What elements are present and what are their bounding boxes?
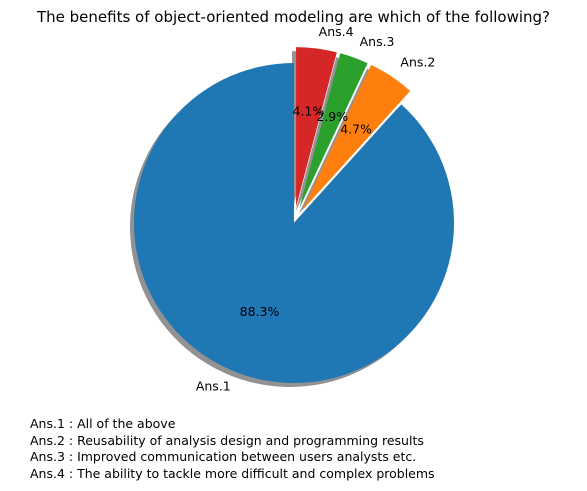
answer-note-2: Ans.2 : Reusability of analysis design a… [30, 432, 424, 448]
pie-slice-ans-4 [296, 47, 337, 208]
percent-label: 2.9% [316, 109, 348, 124]
answer-note-3: Ans.3 : Improved communication between u… [30, 449, 417, 464]
pie-slice-ans-1 [134, 63, 455, 383]
pie-slice-ans-2 [302, 64, 411, 210]
category-label: Ans.4 [319, 24, 354, 39]
pie-slice-ans-3 [299, 53, 368, 208]
answer-notes: Ans.1 : All of the above Ans.2 : Reusabi… [30, 416, 435, 482]
chart-title: The benefits of object-oriented modeling… [36, 8, 551, 26]
answer-note-1: Ans.1 : All of the above [30, 416, 176, 431]
category-label: Ans.3 [360, 34, 395, 49]
percent-label: 4.7% [340, 121, 372, 136]
percent-label: 88.3% [240, 304, 280, 319]
category-label: Ans.2 [400, 55, 435, 70]
percent-label: 4.1% [293, 103, 325, 118]
pie-slices-group [134, 47, 455, 383]
category-label: Ans.1 [196, 379, 231, 394]
answer-note-4: Ans.4 : The ability to tackle more diffi… [30, 465, 435, 481]
pie-labels-group: Ans.1 88.3% Ans.2 4.7% Ans.3 2.9% Ans.4 4.1% [196, 24, 436, 394]
